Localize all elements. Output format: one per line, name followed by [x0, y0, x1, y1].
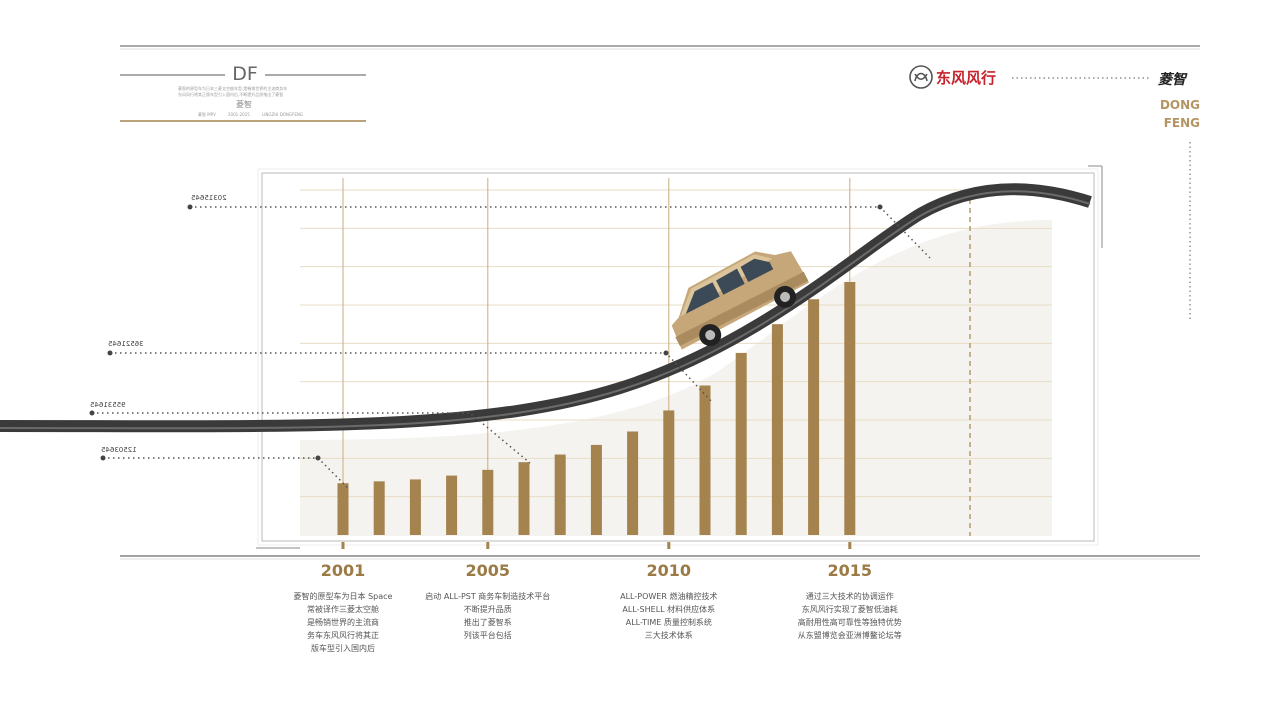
timeline-desc-line: 常被译作三菱太空舱 [307, 605, 379, 614]
brand-logo-icon [909, 65, 933, 89]
timeline-desc-line: 启动 ALL-PST 商务车制造技术平台 [425, 592, 551, 601]
bar-2014 [808, 299, 820, 535]
header-tiny-right: LINGZHI DONGFENG [262, 112, 303, 117]
callout-2: 36521645 [108, 340, 144, 348]
header-tiny-left: 菱智 MPV [198, 112, 216, 117]
timeline-desc-line: 版车型引入国内后 [311, 644, 375, 653]
timeline-desc-line: 从东盟博览会亚洲博鳌论坛等 [797, 631, 902, 640]
chart-frame [261, 172, 1095, 542]
timeline-desc-line: ALL-SHELL 材料供应体系 [622, 605, 716, 614]
timeline-desc-2005: 启动 ALL-PST 商务车制造技术平台 不断提升品质 推出了菱智系 列该平台包括 [388, 590, 588, 642]
brand-product: 菱智 [1158, 72, 1186, 88]
bar-2006 [518, 462, 530, 535]
year-tick-2010 [667, 542, 671, 549]
chart-frame-outer [257, 168, 1099, 546]
timeline-desc-line: 通过三大技术的协调运作 [805, 592, 894, 601]
bar-series [337, 282, 856, 535]
timeline-desc-2001: 菱智的原型车为日本 Space 常被译作三菱太空舱 是畅销世界的主流商 务车东风风行将… [243, 590, 443, 655]
timeline-desc-2015: 通过三大技术的协调运作 东风风行实现了菱智低油耗 高耐用性高可靠性等独特优势 从东盟博… [750, 590, 950, 642]
timeline-desc-2010: ALL-POWER 燃油精控技术 ALL-SHELL 材料供应体系 ALL-TIME… [569, 590, 769, 642]
brand-side-text: DONG FENG [1150, 96, 1200, 132]
year-tick-2005 [486, 542, 490, 549]
timeline-desc-line: 务车东风风行将其正 [307, 631, 379, 640]
timeline-desc-line: ALL-POWER 燃油精控技术 [620, 592, 718, 601]
car-illustration [671, 251, 810, 350]
timeline-desc-line: 不断提升品质 [463, 605, 512, 614]
timeline-desc-line: 东风风行实现了菱智低油耗 [801, 605, 898, 614]
bar-2007 [554, 454, 566, 535]
bar-2015 [844, 282, 856, 535]
callout-dots [89, 204, 883, 461]
timeline-desc-line: 菱智的原型车为日本 Space [293, 592, 393, 601]
road-highlight [0, 190, 1091, 430]
brand-side-line-2: FENG [1163, 116, 1200, 130]
bar-2002 [373, 481, 385, 535]
bar-2012 [735, 352, 747, 535]
road-curve [0, 183, 1092, 433]
callout-3: 95531645 [90, 401, 126, 409]
year-tick-2001 [341, 542, 345, 549]
timeline-desc-line: 推出了菱智系 [463, 618, 512, 627]
timeline-desc-line: ALL-TIME 质量控制系统 [625, 618, 712, 627]
bar-2011 [699, 385, 711, 535]
timeline-year-2010: 2010 [646, 561, 692, 580]
bar-2005 [482, 469, 494, 535]
timeline-year-2015: 2015 [827, 561, 873, 580]
timeline-year-2001: 2001 [320, 561, 366, 580]
bar-2013 [771, 324, 783, 535]
year-tick-2015 [848, 542, 852, 549]
timeline-desc-line: 列该平台包括 [463, 631, 512, 640]
bar-2003 [409, 479, 421, 535]
timeline-year-2005: 2005 [465, 561, 511, 580]
callout-1: 20315645 [191, 194, 227, 202]
header-tiny-line-2: 东风风行将其正版车型引入国内后,不断提升品质推出了菱智 [178, 92, 284, 97]
bar-2010 [663, 410, 675, 535]
brand-name: 东风风行 [936, 69, 997, 87]
bar-2008 [590, 444, 602, 535]
header-tiny-mid: 2001-2015 [228, 112, 250, 117]
brand-side-line-1: DONG [1159, 98, 1200, 112]
bar-2009 [627, 431, 639, 535]
bar-2004 [446, 475, 458, 535]
bar-2001 [337, 483, 349, 535]
header-subtitle: 菱智 [236, 100, 252, 109]
header-tiny-line-1: 菱智的原型车为日本三菱太空舱车型,是畅销世界的主流商务车 [178, 86, 288, 91]
header-logo-text: DF [232, 63, 258, 85]
timeline-desc-line: 是畅销世界的主流商 [307, 618, 379, 627]
timeline-desc-line: 高耐用性高可靠性等独特优势 [797, 618, 902, 627]
timeline-desc-line: 三大技术体系 [644, 631, 693, 640]
callout-4: 12503645 [101, 446, 137, 454]
